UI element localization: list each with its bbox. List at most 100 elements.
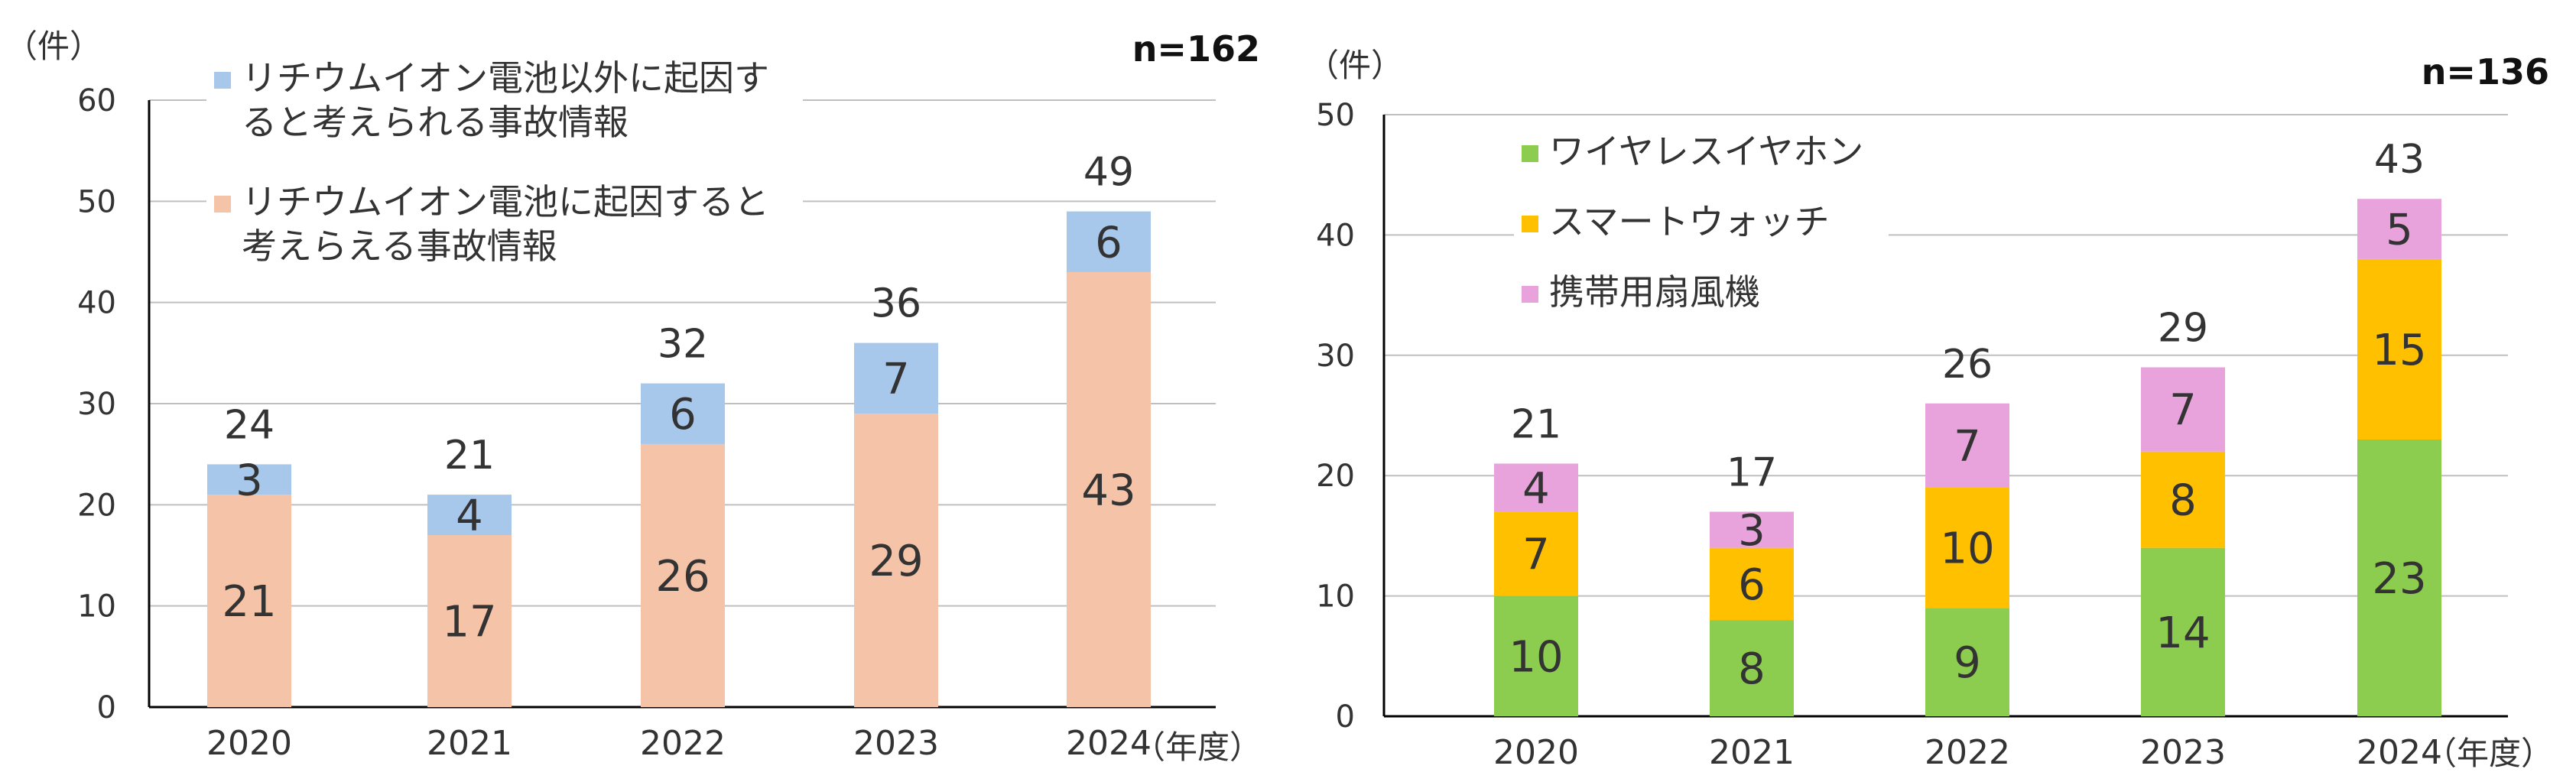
y-tick-label: 30	[1316, 339, 1355, 374]
bar-value-label: 43	[1081, 466, 1135, 515]
legend-label: ワイヤレスイヤホン	[1549, 131, 1863, 172]
bar-value-label: 7	[1954, 422, 1981, 472]
x-tick-label: 2020	[206, 724, 292, 763]
y-tick-label: 60	[77, 83, 116, 118]
y-tick-label: 20	[1316, 459, 1355, 494]
legend-swatch	[214, 196, 231, 213]
bar-segment	[1494, 595, 1578, 716]
bar-value-label: 8	[2169, 476, 2197, 526]
bar-total-label: 43	[2374, 137, 2425, 183]
bar-segment	[1494, 463, 1578, 512]
legend-swatch	[1522, 145, 1538, 162]
bar-segment	[2357, 199, 2441, 259]
bar-value-label: 7	[2169, 386, 2197, 436]
bar-value-label: 9	[1954, 638, 1981, 688]
legend-background	[1514, 269, 1889, 326]
bar-segment	[641, 443, 725, 707]
bar-segment	[854, 414, 938, 707]
y-tick-label: 10	[77, 589, 116, 625]
x-tick-label: 2024	[1066, 724, 1152, 763]
bar-value-label: 10	[1940, 524, 1994, 574]
bar-segment	[1067, 211, 1151, 272]
chart-left: 0 10 20 30 40 50 60 21 3 24 2020 17 4 21 2021 26 6 32 2022…	[5, 28, 1262, 766]
x-tick-label: 2022	[1925, 733, 2010, 772]
bar-total-label: 17	[1727, 449, 1777, 495]
x-tick-label: 2023	[853, 724, 939, 763]
bar-segment	[2141, 451, 2225, 548]
bar-segment	[1067, 271, 1151, 707]
bar-segment	[1710, 620, 1794, 716]
legend-swatch	[1522, 286, 1538, 303]
bar-total-label: 49	[1083, 150, 1134, 196]
x-tick-label: 2023	[2140, 733, 2226, 772]
bar-total-label: 32	[658, 322, 708, 368]
bar-value-label: 3	[1738, 506, 1766, 556]
bar-value-label: 23	[2372, 554, 2426, 604]
bar-value-label: 8	[1738, 644, 1766, 694]
y-tick-label: 10	[1316, 579, 1355, 615]
bar-segment	[2357, 439, 2441, 716]
legend-label: 携帯用扇風機	[1549, 271, 1760, 313]
x-tick-label: 2022	[640, 724, 726, 763]
bar-value-label: 6	[669, 390, 697, 440]
bar-segment	[854, 342, 938, 414]
sample-size-label: n=162	[1132, 28, 1260, 70]
legend-label: リチウムイオン電池に起因すると	[242, 181, 769, 222]
bar-segment	[2357, 258, 2441, 440]
bar-value-label: 7	[882, 355, 910, 404]
bar-segment	[1925, 487, 2009, 608]
bar-total-label: 21	[1511, 401, 1561, 447]
bar-value-label: 29	[869, 537, 923, 586]
legend-swatch	[214, 72, 231, 89]
legend-background	[206, 55, 803, 156]
bar-value-label: 14	[2155, 608, 2210, 658]
legend-label: リチウムイオン電池以外に起因す	[242, 57, 769, 99]
bar-total-label: 29	[2158, 306, 2208, 352]
bar-value-label: 21	[222, 577, 276, 627]
bar-segment	[427, 495, 512, 536]
bar-value-label: 7	[1522, 531, 1550, 580]
bar-value-label: 4	[1522, 464, 1550, 514]
y-tick-label: 20	[77, 488, 116, 523]
y-unit-label: （件）	[1307, 47, 1403, 84]
legend-background	[206, 179, 803, 280]
bar-value-label: 4	[456, 492, 483, 541]
x-tick-label: 2021	[1709, 733, 1795, 772]
bar-segment	[207, 495, 291, 707]
bar-value-label: 5	[2386, 206, 2413, 255]
legend-swatch	[1522, 216, 1538, 232]
bar-value-label: 17	[442, 598, 496, 647]
x-axis-label: （年度）	[2425, 735, 2553, 772]
bar-segment	[427, 535, 512, 707]
y-tick-label: 30	[77, 387, 116, 422]
bar-total-label: 24	[224, 402, 274, 448]
bar-segment	[2141, 547, 2225, 716]
x-tick-label: 2020	[1493, 733, 1579, 772]
x-tick-label: 2021	[427, 724, 512, 763]
legend-label: ると考えられる事故情報	[242, 102, 629, 143]
legend: リチウムイオン電池以外に起因すると考えられる事故情報リチウムイオン電池に起因する…	[206, 55, 803, 280]
legend-label: 考えらえる事故情報	[242, 226, 557, 267]
bar-segment	[2141, 367, 2225, 452]
bar-value-label: 26	[655, 552, 710, 602]
bar-total-label: 26	[1942, 342, 1993, 388]
y-tick-label: 50	[77, 184, 116, 219]
bar-value-label: 3	[236, 456, 263, 505]
bar-value-label: 10	[1509, 632, 1563, 682]
sample-size-label: n=136	[2422, 51, 2549, 92]
y-tick-label: 50	[1316, 98, 1355, 133]
y-tick-label: 40	[1316, 218, 1355, 253]
bar-segment	[1710, 511, 1794, 548]
y-tick-label: 40	[77, 286, 116, 321]
bar-segment	[1494, 511, 1578, 596]
bar-segment	[1710, 547, 1794, 621]
bar-value-label: 15	[2372, 326, 2426, 375]
bar-segment	[1925, 403, 2009, 488]
bar-segment	[641, 383, 725, 444]
x-tick-label: 2024	[2357, 733, 2442, 772]
legend-label: スマートウォッチ	[1549, 201, 1830, 242]
bar-value-label: 6	[1738, 560, 1766, 610]
legend-background	[1514, 199, 1889, 255]
